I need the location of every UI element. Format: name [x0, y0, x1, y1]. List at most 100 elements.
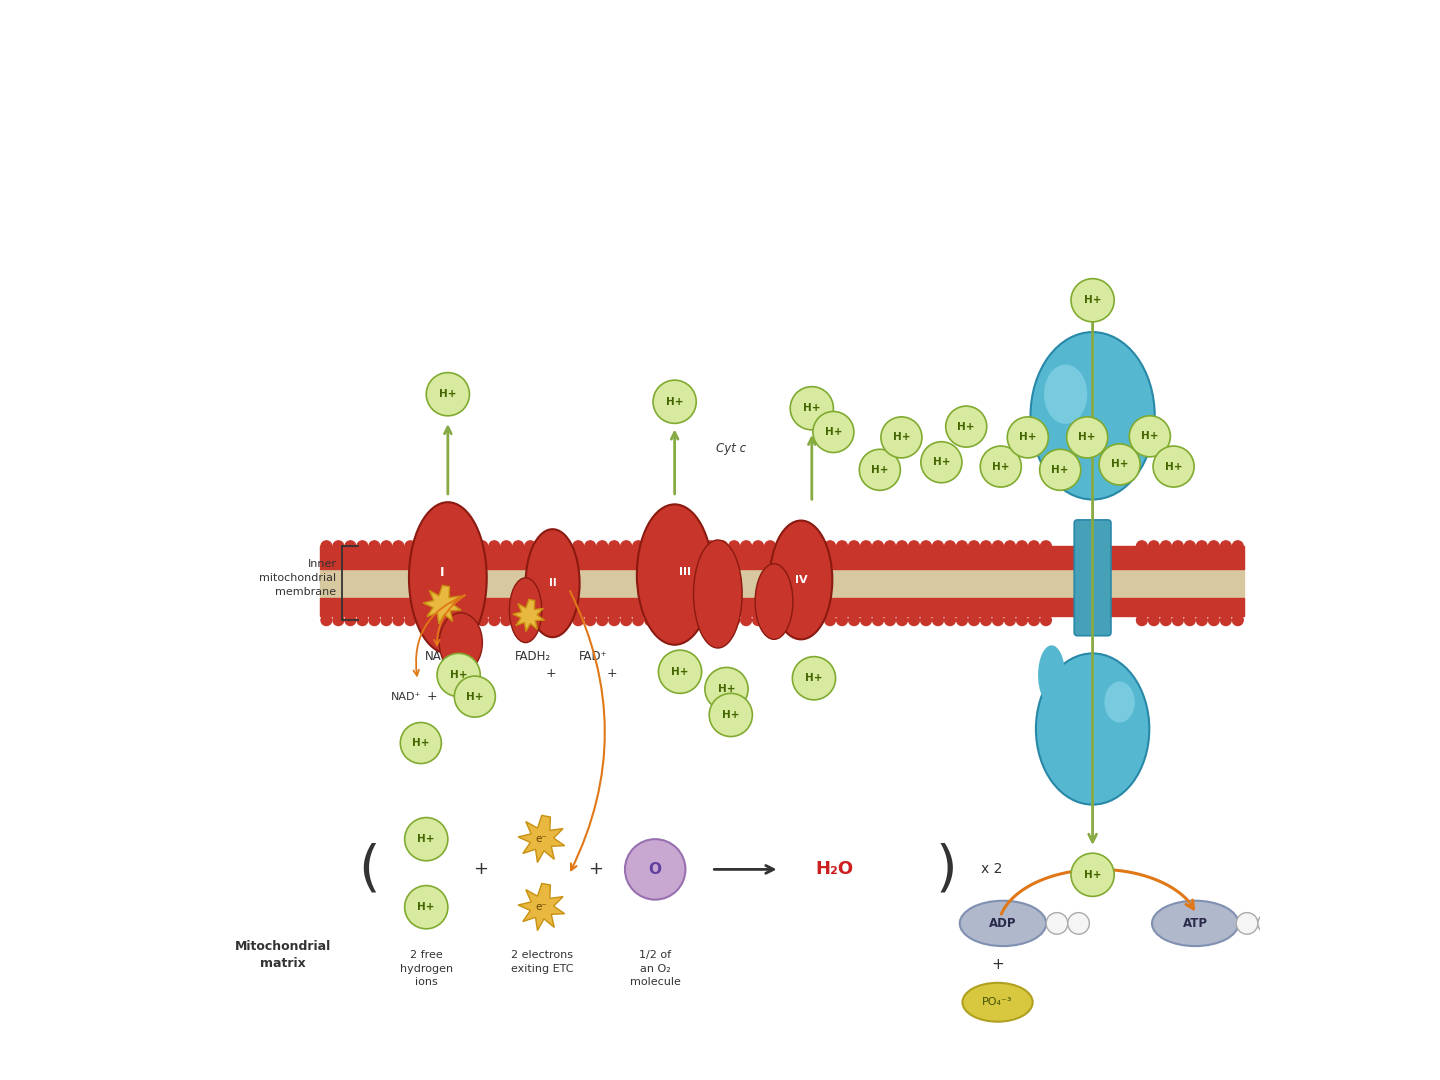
Text: +: + [589, 861, 603, 878]
Text: H+: H+ [665, 396, 684, 407]
Ellipse shape [962, 983, 1032, 1022]
Circle shape [706, 667, 749, 711]
Circle shape [400, 723, 441, 764]
Circle shape [1136, 615, 1148, 625]
Circle shape [393, 615, 403, 625]
Text: ADP: ADP [989, 917, 1017, 930]
Circle shape [333, 541, 344, 552]
Circle shape [825, 615, 835, 625]
Ellipse shape [409, 502, 487, 653]
Text: H+: H+ [1084, 869, 1102, 880]
Circle shape [848, 615, 860, 625]
Text: H+: H+ [418, 902, 435, 913]
Circle shape [632, 541, 644, 552]
Circle shape [1172, 541, 1184, 552]
Circle shape [753, 541, 763, 552]
Circle shape [956, 615, 968, 625]
Circle shape [369, 615, 380, 625]
Circle shape [573, 541, 583, 552]
Text: Inner
mitochondrial
membrane: Inner mitochondrial membrane [259, 558, 337, 597]
Circle shape [897, 541, 907, 552]
Circle shape [1005, 615, 1015, 625]
Circle shape [560, 615, 572, 625]
Polygon shape [518, 883, 564, 931]
Circle shape [501, 541, 511, 552]
Circle shape [573, 615, 583, 625]
Circle shape [765, 615, 776, 625]
Circle shape [956, 541, 968, 552]
Bar [320, 597, 1244, 616]
Text: H+: H+ [893, 432, 910, 443]
Text: H+: H+ [992, 461, 1009, 472]
Circle shape [621, 615, 632, 625]
Circle shape [933, 541, 943, 552]
Text: PO₄⁻³: PO₄⁻³ [982, 997, 1012, 1008]
Circle shape [681, 541, 691, 552]
Polygon shape [423, 585, 461, 624]
Text: I: I [441, 566, 445, 579]
Ellipse shape [755, 564, 793, 639]
Circle shape [1136, 541, 1148, 552]
Text: H+: H+ [958, 421, 975, 432]
Ellipse shape [959, 901, 1045, 946]
Circle shape [429, 615, 439, 625]
Circle shape [405, 818, 448, 861]
Text: FAD⁺: FAD⁺ [579, 650, 608, 663]
Circle shape [789, 541, 799, 552]
Text: H+: H+ [449, 670, 468, 680]
Circle shape [1071, 279, 1115, 322]
Circle shape [981, 446, 1021, 487]
Circle shape [465, 541, 475, 552]
Text: H+: H+ [721, 710, 740, 720]
Circle shape [490, 541, 500, 552]
Circle shape [1161, 541, 1171, 552]
Circle shape [681, 615, 691, 625]
Circle shape [1005, 541, 1015, 552]
Circle shape [945, 615, 955, 625]
Circle shape [1149, 615, 1159, 625]
Text: +: + [426, 690, 436, 703]
Circle shape [438, 653, 481, 697]
Ellipse shape [1044, 365, 1087, 424]
Circle shape [1197, 541, 1207, 552]
Circle shape [992, 541, 1004, 552]
Circle shape [513, 615, 524, 625]
Circle shape [490, 615, 500, 625]
Circle shape [321, 615, 331, 625]
Circle shape [405, 615, 416, 625]
Text: H+: H+ [804, 403, 821, 414]
Circle shape [549, 541, 560, 552]
Text: Mitochondrial
matrix: Mitochondrial matrix [235, 940, 331, 970]
Circle shape [537, 615, 547, 625]
Circle shape [992, 615, 1004, 625]
Circle shape [881, 417, 922, 458]
Circle shape [418, 541, 428, 552]
Circle shape [357, 541, 367, 552]
Circle shape [609, 615, 619, 625]
Circle shape [393, 541, 403, 552]
Text: H₂O: H₂O [815, 861, 854, 878]
Text: H+: H+ [439, 389, 456, 400]
Circle shape [1067, 417, 1107, 458]
Circle shape [704, 615, 716, 625]
Ellipse shape [510, 578, 541, 643]
Ellipse shape [1031, 332, 1155, 499]
Circle shape [1259, 913, 1280, 934]
Text: H+: H+ [1051, 464, 1068, 475]
Text: 2 free
hydrogen
ions: 2 free hydrogen ions [400, 950, 452, 987]
Circle shape [1028, 615, 1040, 625]
Circle shape [405, 541, 416, 552]
Circle shape [357, 615, 367, 625]
Circle shape [1129, 416, 1171, 457]
Circle shape [969, 541, 979, 552]
Circle shape [729, 615, 740, 625]
Circle shape [1221, 541, 1231, 552]
Text: +: + [991, 957, 1004, 972]
Circle shape [560, 541, 572, 552]
Text: H+: H+ [418, 834, 435, 845]
Ellipse shape [769, 521, 832, 639]
Circle shape [668, 615, 680, 625]
Circle shape [873, 541, 883, 552]
Polygon shape [518, 815, 564, 863]
Circle shape [812, 615, 824, 625]
